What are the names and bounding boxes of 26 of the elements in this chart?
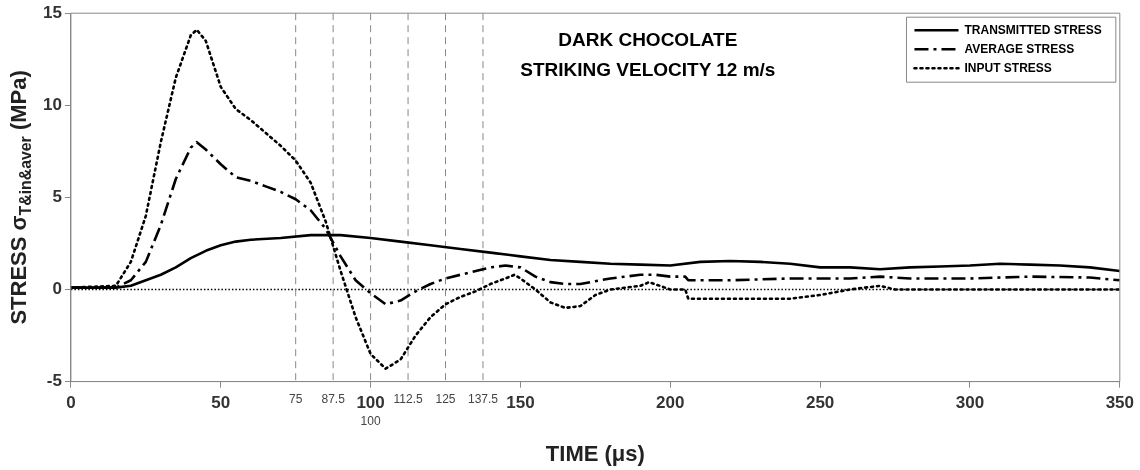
ref-line-label: 75 [289,391,303,406]
y-tick-label: -5 [46,371,62,391]
x-tick-label: 250 [805,393,835,413]
y-tick-label: 10 [42,94,62,114]
x-tick-label: 200 [656,393,685,413]
x-tick-label: 50 [211,393,231,413]
y-axis-title: STRESS σT&in&aver (MPa) [6,70,34,325]
ref-line-label: 87.5 [321,391,346,406]
text: DARK CHOCOLATE [558,29,738,51]
x-tick-label: 350 [1105,393,1135,413]
legend-label: TRANSMITTED STRESS [964,22,1102,37]
ref-line-label: 112.5 [393,391,423,406]
x-tick-label: 150 [506,393,535,413]
ref-line-label: 125 [435,391,456,406]
y-tick-label: 15 [42,2,62,22]
ref-line-label: 137.5 [467,391,499,406]
x-tick-label: 300 [955,393,985,413]
ref-line-label: 100 [360,413,381,428]
y-tick-label: 5 [52,187,62,207]
text: STRIKING VELOCITY 12 m/s [520,59,776,81]
x-axis-title: TIME (μs) [545,441,645,467]
legend-label: AVERAGE STRESS [964,41,1075,56]
x-tick-label: 0 [66,393,76,413]
y-tick-label: 0 [52,279,62,299]
x-tick-label: 100 [356,393,385,413]
legend-label: INPUT STRESS [964,60,1052,75]
